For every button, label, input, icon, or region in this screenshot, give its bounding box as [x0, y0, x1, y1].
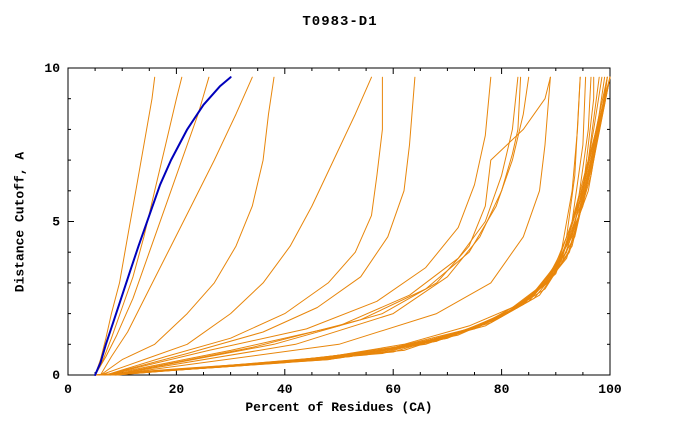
series-model-06 [100, 76, 372, 376]
series-model-16 [94, 76, 581, 376]
x-tick-label: 100 [598, 382, 622, 397]
series-model-07 [105, 76, 383, 376]
series-model-03 [94, 76, 210, 376]
series-model-05 [100, 76, 275, 376]
series-highlighted-model [94, 76, 232, 376]
series-model-28 [110, 76, 611, 376]
series-model-08 [105, 76, 416, 376]
series-model-10 [105, 76, 519, 376]
series-model-14 [110, 76, 551, 376]
chart-title: T0983-D1 [302, 14, 378, 30]
series-model-30 [110, 76, 608, 376]
series-model-20 [100, 76, 600, 376]
series-model-04 [100, 76, 253, 376]
y-tick-label: 10 [44, 61, 60, 76]
x-tick-label: 0 [64, 382, 72, 397]
y-axis-label: Distance Cutoff, A [12, 151, 28, 293]
series-model-01 [94, 76, 156, 376]
series-model-27 [110, 76, 611, 376]
series-model-32 [116, 76, 611, 376]
series-model-29 [110, 76, 611, 376]
series-model-09 [105, 76, 492, 376]
y-tick-label: 0 [52, 368, 60, 383]
x-tick-label: 80 [494, 382, 510, 397]
x-axis-label: Percent of Residues (CA) [245, 400, 433, 415]
y-tick-label: 5 [52, 215, 60, 230]
series-model-02 [94, 76, 183, 376]
x-tick-label: 60 [385, 382, 401, 397]
series-model-12 [110, 76, 551, 376]
series-model-15 [94, 76, 581, 376]
series-model-11 [110, 76, 530, 376]
series-model-31 [116, 76, 611, 376]
series-model-13 [110, 76, 522, 376]
x-tick-label: 20 [169, 382, 185, 397]
x-tick-label: 40 [277, 382, 293, 397]
series-model-19 [100, 76, 595, 376]
